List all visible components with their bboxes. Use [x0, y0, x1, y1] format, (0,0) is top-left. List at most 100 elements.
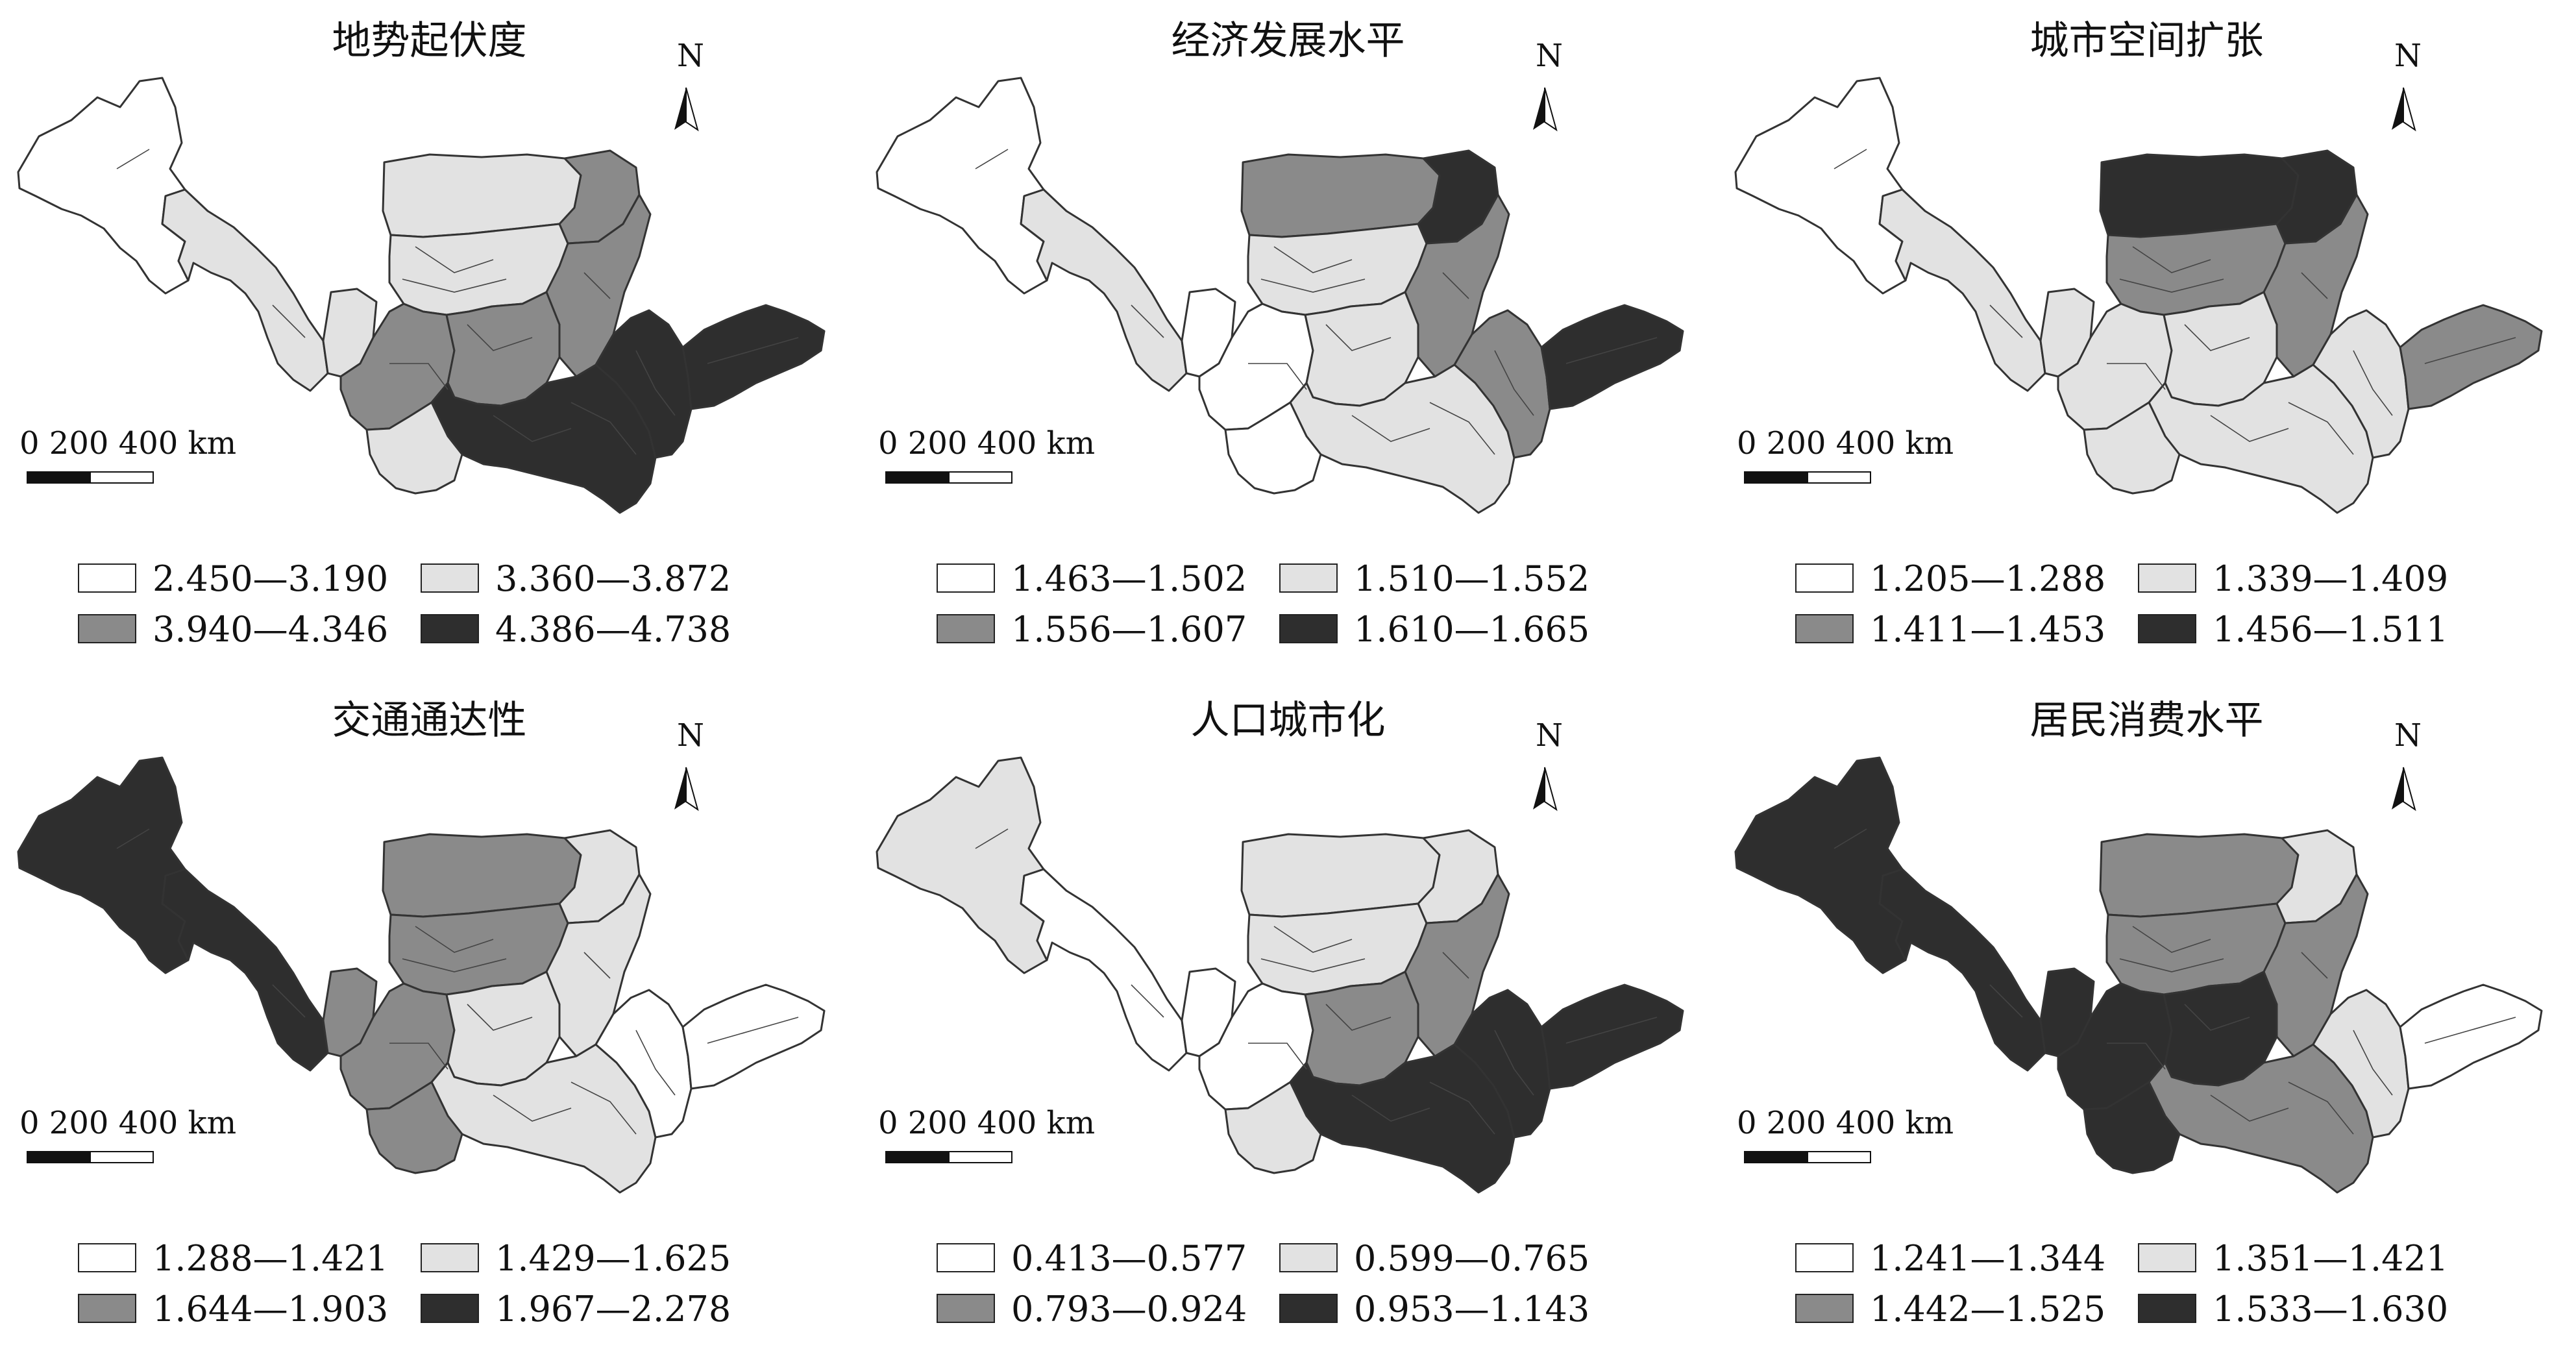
- district-boundary: [1834, 149, 1867, 169]
- district-boundary: [1989, 304, 2023, 338]
- legend-swatch: [2138, 563, 2196, 593]
- legend-label: 1.339—1.409: [2213, 558, 2449, 599]
- north-label: N: [2394, 717, 2422, 754]
- legend-swatch: [2138, 614, 2196, 643]
- region-henan: [595, 309, 693, 459]
- district-boundary: [272, 984, 306, 1018]
- district-boundary: [707, 1017, 799, 1044]
- district-boundary: [1834, 828, 1867, 849]
- region-shandong: [681, 983, 826, 1090]
- district-boundary: [570, 402, 637, 455]
- district-boundary: [583, 272, 611, 299]
- north-label: N: [677, 717, 704, 754]
- legend-label: 1.442—1.525: [1870, 1289, 2106, 1329]
- panel-title: 城市空间扩张: [2030, 18, 2264, 64]
- district-boundary: [1989, 984, 2023, 1018]
- legend-swatch: [421, 563, 479, 593]
- legend-label: 1.967—2.278: [495, 1289, 731, 1329]
- scale-bar: [27, 471, 154, 484]
- legend-label: 1.429—1.625: [495, 1238, 731, 1279]
- district-boundary: [1260, 278, 1366, 293]
- legend-swatch: [1795, 1294, 1854, 1323]
- legend-swatch: [1795, 614, 1854, 643]
- region-henan: [2312, 989, 2410, 1139]
- scale-bar: [1744, 1151, 1871, 1163]
- district-boundary: [2119, 958, 2224, 972]
- legend-swatch: [421, 614, 479, 643]
- legend-label: 0.953—1.143: [1354, 1289, 1590, 1329]
- legend-label: 4.386—4.738: [495, 609, 731, 650]
- north-arrow-icon: [674, 87, 699, 132]
- region-corridor: [1878, 188, 2046, 392]
- district-boundary: [570, 1082, 637, 1135]
- region-sw-bottom: [365, 401, 463, 495]
- panel-title: 地势起伏度: [332, 18, 527, 64]
- legend-swatch: [1279, 1294, 1338, 1323]
- legend-label: 3.940—4.346: [153, 609, 389, 650]
- scale-bar: [1744, 471, 1871, 484]
- legend-label: 0.793—0.924: [1011, 1289, 1247, 1329]
- district-boundary: [415, 926, 494, 953]
- district-boundary: [1248, 363, 1307, 390]
- district-boundary: [1351, 415, 1430, 442]
- district-boundary: [2210, 415, 2289, 442]
- north-label: N: [2394, 38, 2422, 74]
- district-boundary: [116, 828, 150, 849]
- region-corridor: [161, 188, 329, 392]
- legend-swatch: [421, 1243, 479, 1272]
- region-shandong: [2399, 304, 2543, 410]
- district-boundary: [2184, 1004, 2250, 1031]
- panel-title: 经济发展水平: [1171, 18, 1405, 64]
- district-boundary: [1429, 402, 1495, 455]
- district-boundary: [2132, 246, 2211, 273]
- legend-label: 0.599—0.765: [1354, 1238, 1590, 1279]
- region-sw-bottom: [2083, 1081, 2181, 1174]
- legend-swatch: [1279, 1243, 1338, 1272]
- district-boundary: [2424, 1017, 2516, 1044]
- district-boundary: [2353, 1030, 2393, 1096]
- district-boundary: [467, 324, 533, 351]
- region-henan: [1453, 989, 1551, 1139]
- region-henan: [1453, 309, 1551, 459]
- district-boundary: [389, 363, 448, 390]
- legend-swatch: [1279, 614, 1338, 643]
- legend-swatch: [2138, 1243, 2196, 1272]
- choropleth-map: [1734, 756, 2543, 1194]
- district-boundary: [2107, 1043, 2166, 1070]
- legend-label: 1.533—1.630: [2213, 1289, 2449, 1329]
- district-boundary: [415, 246, 494, 273]
- north-label: N: [1536, 38, 1563, 74]
- district-boundary: [1131, 304, 1164, 338]
- scale-bar: [27, 1151, 154, 1163]
- region-west: [876, 756, 1048, 974]
- scale-label: 0 200 400 km: [19, 1105, 237, 1141]
- choropleth-map: [876, 77, 1684, 514]
- district-boundary: [467, 1004, 533, 1031]
- district-boundary: [402, 958, 507, 972]
- choropleth-map: [17, 756, 826, 1194]
- district-boundary: [1429, 1082, 1495, 1135]
- north-label: N: [677, 38, 704, 74]
- district-boundary: [402, 278, 507, 293]
- district-boundary: [2301, 952, 2328, 979]
- district-boundary: [2353, 350, 2393, 416]
- legend-label: 1.411—1.453: [1870, 609, 2106, 650]
- district-boundary: [2288, 402, 2354, 455]
- region-corridor: [1020, 188, 1188, 392]
- region-henan: [595, 989, 693, 1139]
- legend-label: 1.510—1.552: [1354, 558, 1590, 599]
- region-corridor: [1878, 868, 2046, 1072]
- district-boundary: [1442, 272, 1469, 299]
- north-arrow-icon: [1533, 87, 1558, 132]
- district-boundary: [1565, 337, 1658, 364]
- scale-label: 0 200 400 km: [19, 425, 237, 462]
- panel-title: 人口城市化: [1190, 698, 1386, 743]
- legend-label: 3.360—3.872: [495, 558, 731, 599]
- legend-swatch: [1795, 1243, 1854, 1272]
- scale-bar: [885, 1151, 1012, 1163]
- legend-swatch: [937, 1294, 995, 1323]
- district-boundary: [2119, 278, 2224, 293]
- legend-swatch: [78, 614, 136, 643]
- region-henan: [2312, 309, 2410, 459]
